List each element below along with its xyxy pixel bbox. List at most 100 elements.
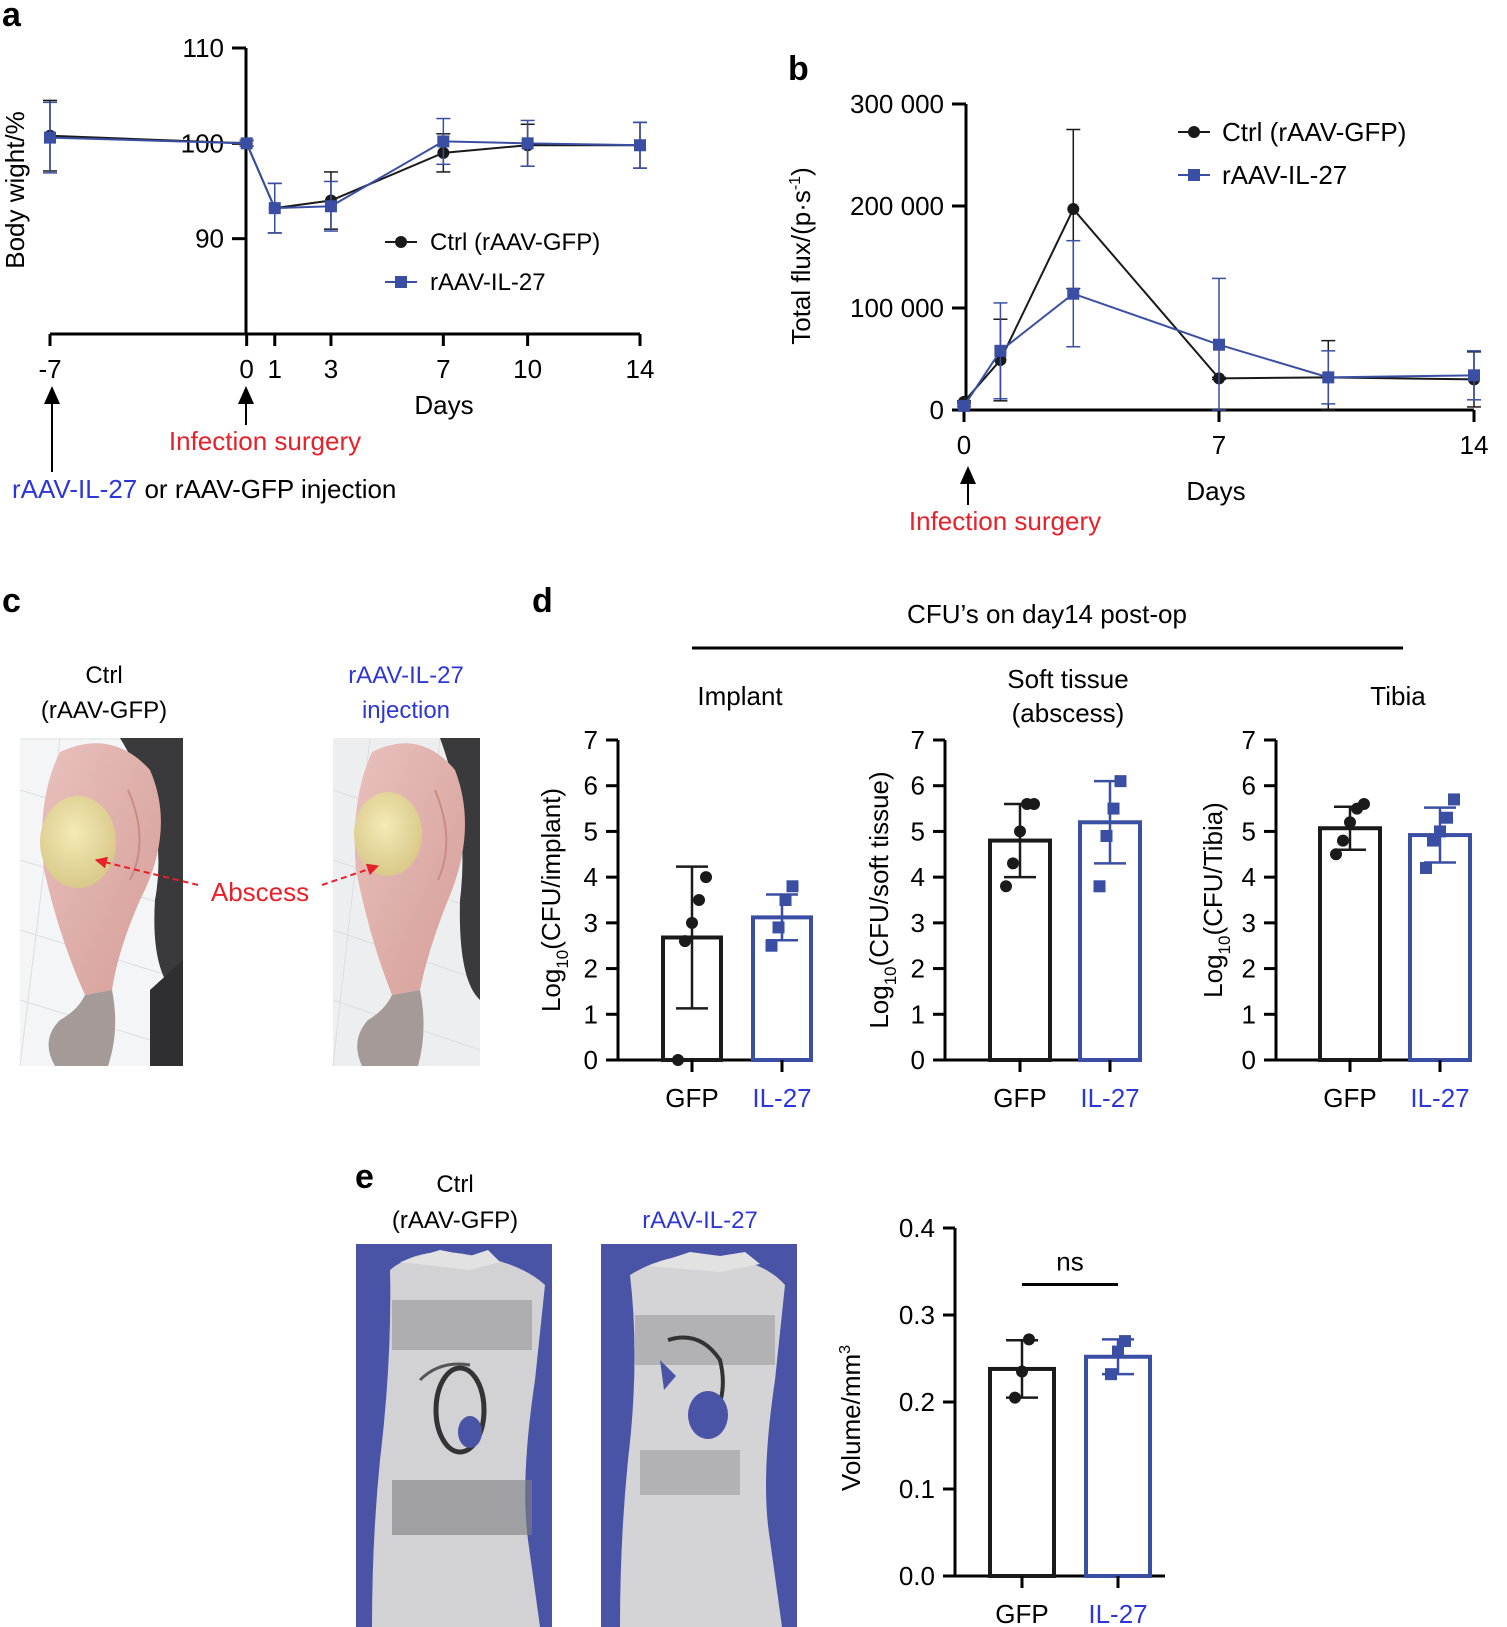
- chart-a-ytick-label: 110: [183, 33, 224, 63]
- panel-d: d CFU’s on day14 post-op Implant Soft ti…: [532, 582, 1472, 1113]
- chart-a-xtick-label: -7: [38, 354, 61, 384]
- chart-d3-bar-IL-27: [1408, 833, 1472, 1062]
- chart-b-ytick-label: 100 000: [850, 293, 944, 323]
- chart-d2-ytick-label: 2: [911, 954, 925, 984]
- chart-d1-xtick-label: IL-27: [752, 1083, 811, 1113]
- chart-a-ytick-label: 90: [195, 224, 224, 254]
- chart-d1-datapoint: [679, 935, 691, 948]
- chart-a-xtick-label: 1: [268, 354, 282, 384]
- chart-d1-ytick-label: 2: [584, 954, 598, 984]
- chart-b-point: [1213, 338, 1225, 351]
- chart-d1-ytick-label: 1: [584, 999, 598, 1029]
- photo-ctrl-title-line2: (rAAV-GFP): [41, 697, 167, 724]
- chart-e-ytick-label: 0.3: [899, 1300, 935, 1330]
- chart-a-xtick-label: 3: [324, 354, 338, 384]
- chart-d3-datapoint: [1358, 798, 1370, 810]
- chart-e-datapoint: [1016, 1365, 1028, 1378]
- d2-title-line1: Soft tissue: [1007, 664, 1128, 694]
- photo-ctrl-title-line1: Ctrl: [85, 662, 122, 689]
- chart-e-datapoint: [1023, 1333, 1035, 1346]
- chart-b-timeline-annotations: Infection surgery: [909, 466, 1101, 536]
- injection-label-rest: or rAAV-GFP injection: [137, 474, 396, 504]
- chart-e-datapoint: [1105, 1368, 1117, 1381]
- d1-ylabel-pre: Log: [536, 969, 566, 1012]
- chart-a-point: [634, 139, 646, 152]
- chart-a-point: [437, 135, 450, 148]
- chart-d1-ytick-label: 4: [584, 862, 598, 892]
- chart-d2-datapoint: [1107, 802, 1120, 815]
- chart-a-xtick-label: 0: [239, 354, 253, 384]
- panel-d-label: d: [532, 582, 553, 620]
- chart-a-xtick-label: 10: [513, 354, 542, 384]
- legend-a-il27-marker: [395, 276, 407, 288]
- chart-b-point: [1468, 369, 1480, 382]
- chart-d3-datapoint: [1448, 793, 1460, 806]
- chart-a-xtick-label: 14: [626, 354, 655, 384]
- chart-e-ytick-label: 0.2: [899, 1387, 935, 1417]
- infection-arrow-icon: [238, 386, 254, 404]
- chart-b-point: [1067, 203, 1080, 216]
- chart-d1-datapoint: [672, 1054, 684, 1066]
- e-il27-title: rAAV-IL-27: [642, 1207, 758, 1234]
- chart-b-point: [958, 399, 970, 412]
- chart-a-xlabel: Days: [414, 390, 473, 420]
- chart-a-point: [521, 137, 534, 150]
- panel-d-header: CFU’s on day14 post-op: [907, 599, 1187, 629]
- chart-d2-datapoint: [1114, 775, 1127, 788]
- chart-a-timeline-annotations: Infection surgery rAAV-IL-27 or rAAV-GFP…: [12, 386, 396, 504]
- abscess-label: Abscess: [211, 877, 309, 907]
- legend-a-ctrl-marker: [395, 236, 407, 248]
- d1-ylabel: Log10(CFU/implant): [536, 788, 572, 1012]
- chart-d3-ytick-label: 6: [1242, 771, 1256, 801]
- chart-d2-ytick-label: 0: [911, 1045, 925, 1075]
- chart-d2-xtick-label: GFP: [993, 1083, 1046, 1113]
- chart-d2-datapoint: [1100, 830, 1113, 842]
- panel-c-label: c: [2, 582, 21, 620]
- chart-a-point: [324, 200, 337, 213]
- d2-ylabel-pre: Log: [864, 985, 894, 1028]
- chart-e-sig-label: ns: [1056, 1247, 1083, 1277]
- chart-b-series-1-line: [963, 292, 1475, 407]
- b-infection-arrow-icon: [960, 466, 976, 484]
- chart-e-ytick-label: 0.1: [899, 1474, 935, 1504]
- e-ylabel-main: Volume/mm: [836, 1354, 866, 1491]
- chart-e-datapoint: [1009, 1391, 1021, 1404]
- chart-d2-plot: 0 1 2 3 4 5 6 7 GFP IL-27: [911, 725, 1142, 1113]
- chart-a-xtick-label: 7: [436, 354, 450, 384]
- chart-d3-ytick-label: 1: [1242, 999, 1256, 1029]
- photo-il27-mouse-leg: [332, 737, 481, 1067]
- chart-b-point: [1322, 371, 1335, 384]
- chart-a-point: [268, 202, 281, 215]
- d3-ylabel-sub: 10: [1215, 936, 1234, 955]
- legend-b-il27-marker: [1188, 169, 1200, 181]
- injection-arrow-icon: [44, 386, 60, 404]
- chart-b-ylabel-main: Total flux/(p·s: [786, 190, 816, 345]
- legend-b-il27-label: rAAV-IL-27: [1222, 160, 1347, 190]
- e-ctrl-title-line2: (rAAV-GFP): [392, 1207, 518, 1234]
- chart-b-ylabel-sup: -1: [787, 176, 804, 190]
- d3-ylabel-post: (CFU/Tibia): [1198, 802, 1228, 935]
- chart-d3-datapoint: [1427, 834, 1439, 847]
- d2-ylabel-sub: 10: [881, 966, 900, 985]
- chart-d1-xtick-label: GFP: [665, 1083, 718, 1113]
- d3-title: Tibia: [1370, 681, 1426, 711]
- chart-d1-ytick-label: 3: [584, 908, 598, 938]
- chart-d1-datapoint: [700, 871, 712, 884]
- chart-b-ylabel: Total flux/(p·s-1): [786, 167, 816, 345]
- chart-d2-datapoint: [1000, 880, 1012, 893]
- chart-b-xtick-label: 7: [1212, 430, 1226, 460]
- chart-d1-datapoint: [779, 894, 792, 906]
- chart-b-point: [1067, 287, 1080, 300]
- chart-d3-xtick-label: GFP: [1323, 1083, 1376, 1113]
- chart-a-injection-label: rAAV-IL-27 or rAAV-GFP injection: [12, 474, 396, 504]
- chart-d3-datapoint: [1330, 848, 1342, 861]
- d3-ylabel: Log10(CFU/Tibia): [1198, 802, 1234, 998]
- chart-d1-ytick-label: 7: [584, 725, 598, 755]
- chart-a-point: [240, 137, 253, 150]
- chart-e-xtick-label: GFP: [995, 1599, 1048, 1627]
- panel-b-label: b: [788, 50, 809, 88]
- legend-a-il27-label: rAAV-IL-27: [430, 269, 546, 296]
- e-ylabel: Volume/mm3: [836, 1345, 866, 1491]
